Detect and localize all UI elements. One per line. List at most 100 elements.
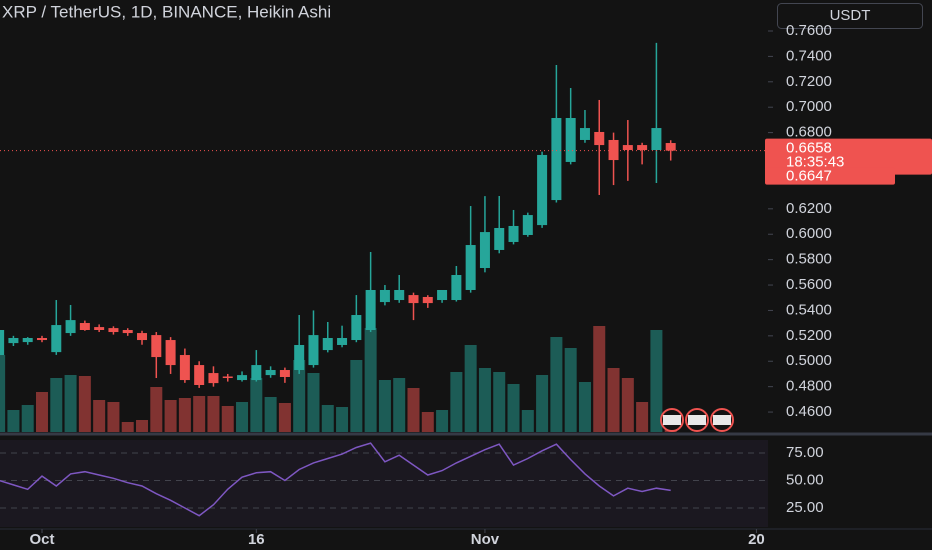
candle-body [194,365,205,386]
candle-body [465,245,476,290]
y-tick-label: 0.4600 [786,403,832,420]
candle-body [437,289,448,301]
volume-bar [278,403,291,432]
y-tick-label: 0.7600 [786,22,832,39]
candle-body [279,370,290,377]
volume-bar [307,373,320,432]
candle-body [637,145,648,151]
volume-bar [164,400,177,432]
x-tick-label: Oct [29,531,54,548]
candle-body [179,355,190,381]
rsi-line [0,442,671,517]
volume-bar [221,406,234,432]
volume-bar [250,378,263,432]
volume-bar [436,410,449,432]
x-tick-label: Nov [471,531,500,548]
candle-body [408,295,419,304]
candle-body [479,232,490,269]
price-label-box [765,167,895,185]
candle-body [94,327,105,331]
last-price-label: 0.6658 [786,140,832,157]
volume-bar [407,388,420,432]
candle-body [165,340,176,366]
candle-body [551,118,562,201]
volume-bar [536,375,549,432]
volume-bar [450,372,463,432]
candle-body [237,375,248,381]
y-tick-label: 0.5800 [786,251,832,268]
candle-body [151,335,162,358]
currency-button[interactable] [777,3,923,29]
volume-bar [464,345,477,432]
y-tick-label: 0.7000 [786,98,832,115]
volume-bar [607,368,620,432]
volume-bar [7,410,20,432]
volume-bar [621,378,634,432]
volume-bar [350,360,363,432]
volume-bar [50,378,63,432]
volume-bar [578,382,591,432]
candle-body [65,320,76,334]
volume-bar [593,326,606,432]
volume-bar [393,378,406,432]
volume-bar [264,397,277,432]
volume-bar [636,402,649,432]
price-label-box [765,138,932,175]
flag-icon [713,415,731,425]
candle-body [565,118,576,162]
y-tick-label: 0.5200 [786,327,832,344]
y-tick-label: 0.4800 [786,378,832,395]
candle-body [208,373,219,384]
volume-bar [507,384,520,432]
volume-bar [421,412,434,432]
y-tick-label: 0.7400 [786,47,832,64]
candle-body [137,333,148,341]
y-tick-label: 0.6800 [786,124,832,141]
y-tick-label: 0.5400 [786,301,832,318]
candle-body [322,338,333,351]
candle-body [494,228,505,250]
candle-body [222,376,233,379]
volume-bar [650,330,663,432]
y-tick-label: 0.7200 [786,73,832,90]
y-tick-label: 0.6200 [786,200,832,217]
currency-label[interactable]: USDT [830,7,871,24]
flag-icon [663,415,681,425]
candle-body [379,289,390,303]
volume-bar [121,422,134,432]
candle-body [337,338,348,345]
candle-body [608,139,619,161]
candle-body [36,338,47,341]
volume-bar [0,355,6,432]
x-tick-label: 16 [248,531,265,548]
event-flags[interactable] [660,408,734,432]
candle-body [108,328,119,333]
volume-bar [78,376,91,432]
second-price-label: 0.6647 [786,168,832,185]
candle-body [594,131,605,146]
volume-bar [178,398,191,432]
candle-body [251,365,262,381]
candle-body [394,289,405,301]
candle-body [422,296,433,304]
candle-body [265,370,276,376]
volume-bar [378,380,391,432]
candle-body [622,145,633,151]
volume-bar [193,396,206,432]
candle-body [522,215,533,235]
candle-body [365,289,376,331]
candle-body [8,338,19,344]
volume-bar [336,407,349,432]
candle-body [537,154,548,226]
countdown-label: 18:35:43 [786,154,844,171]
candle-body [665,143,676,151]
candle-body [351,315,362,341]
volume-bar [550,337,563,432]
candle-body [451,275,462,301]
volume-bar [293,360,306,432]
volume-bar [521,410,534,432]
volume-bar [321,405,334,432]
volume-bar [364,328,377,432]
x-tick-label: 20 [748,531,765,548]
